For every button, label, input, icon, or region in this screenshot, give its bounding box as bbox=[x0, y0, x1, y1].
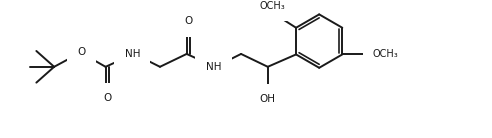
Text: NH: NH bbox=[206, 62, 221, 72]
Text: O: O bbox=[78, 47, 86, 57]
Text: OCH₃: OCH₃ bbox=[259, 1, 285, 11]
Text: O: O bbox=[184, 16, 193, 26]
Text: OH: OH bbox=[260, 94, 276, 104]
Text: O: O bbox=[103, 93, 112, 104]
Text: OCH₃: OCH₃ bbox=[373, 49, 399, 59]
Text: NH: NH bbox=[124, 49, 140, 59]
